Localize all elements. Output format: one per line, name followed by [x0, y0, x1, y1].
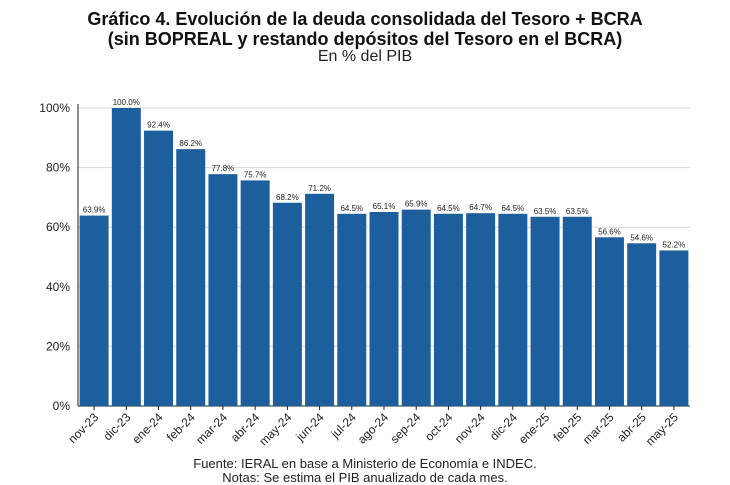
bar: [369, 212, 399, 406]
methodology-note: Notas: Se estima el PIB anualizado de ca…: [222, 470, 508, 485]
x-tick-label: sep-24: [387, 410, 423, 446]
bar: [498, 213, 528, 406]
x-tick-label: may-25: [643, 410, 681, 448]
data-label: 64.5%: [437, 204, 460, 213]
x-tick-label: mar-24: [193, 410, 230, 447]
data-label: 75.7%: [244, 170, 267, 179]
bar: [240, 180, 270, 406]
x-tick-label: ene-25: [516, 410, 553, 447]
bar: [433, 213, 463, 406]
x-tick-label: dic-23: [100, 410, 133, 443]
data-label: 77.8%: [212, 164, 235, 173]
bar: [272, 202, 302, 406]
bar: [111, 108, 141, 406]
y-tick-label: 100%: [39, 101, 70, 115]
bar: [627, 243, 657, 406]
x-tick-label: mar-25: [580, 410, 617, 447]
bar: [337, 213, 367, 406]
data-label: 65.9%: [405, 200, 428, 209]
x-tick-label: nov-23: [65, 410, 101, 446]
data-label: 64.5%: [501, 204, 524, 213]
chart-title-line-2: (sin BOPREAL y restando depósitos del Te…: [107, 29, 623, 49]
y-tick-label: 40%: [46, 280, 70, 294]
bar: [659, 250, 689, 406]
chart-title-line-1: Gráfico 4. Evolución de la deuda consoli…: [87, 9, 643, 29]
data-label: 92.4%: [147, 121, 170, 130]
data-label: 64.5%: [340, 204, 363, 213]
bar: [144, 130, 174, 406]
bar: [208, 174, 238, 406]
x-tick-label: feb-24: [164, 410, 198, 444]
x-tick-label: ene-24: [129, 410, 166, 447]
source-note: Fuente: IERAL en base a Ministerio de Ec…: [193, 456, 537, 471]
data-label: 63.5%: [566, 207, 589, 216]
x-tick-label: ago-24: [355, 410, 392, 447]
data-label: 64.7%: [469, 203, 492, 212]
bar: [79, 215, 109, 406]
data-label: 86.2%: [179, 139, 202, 148]
data-label: 65.1%: [373, 202, 396, 211]
bar: [401, 209, 431, 406]
bar: [466, 213, 496, 406]
bar: [530, 216, 560, 406]
bar: [305, 193, 335, 406]
y-tick-label: 0%: [53, 399, 71, 413]
y-tick-label: 80%: [46, 161, 70, 175]
data-label: 68.2%: [276, 193, 299, 202]
y-tick-label: 60%: [46, 220, 70, 234]
x-tick-label: jun-24: [293, 410, 327, 444]
data-label: 63.9%: [83, 206, 106, 215]
x-tick-label: dic-24: [487, 410, 520, 443]
bar: [562, 216, 592, 406]
x-tick-label: oct-24: [422, 410, 456, 444]
data-label: 63.5%: [534, 207, 557, 216]
x-tick-label: may-24: [256, 410, 294, 448]
x-tick-label: nov-24: [452, 410, 488, 446]
data-label: 52.2%: [663, 240, 686, 249]
x-tick-label: feb-25: [550, 410, 584, 444]
chart-subtitle: En % del PIB: [317, 48, 413, 65]
bar: [594, 237, 624, 406]
data-label: 54.6%: [630, 233, 653, 242]
bar: [176, 149, 206, 406]
data-label: 100.0%: [113, 98, 140, 107]
data-label: 56.6%: [598, 227, 621, 236]
data-label: 71.2%: [308, 184, 331, 193]
y-tick-label: 20%: [46, 339, 70, 353]
